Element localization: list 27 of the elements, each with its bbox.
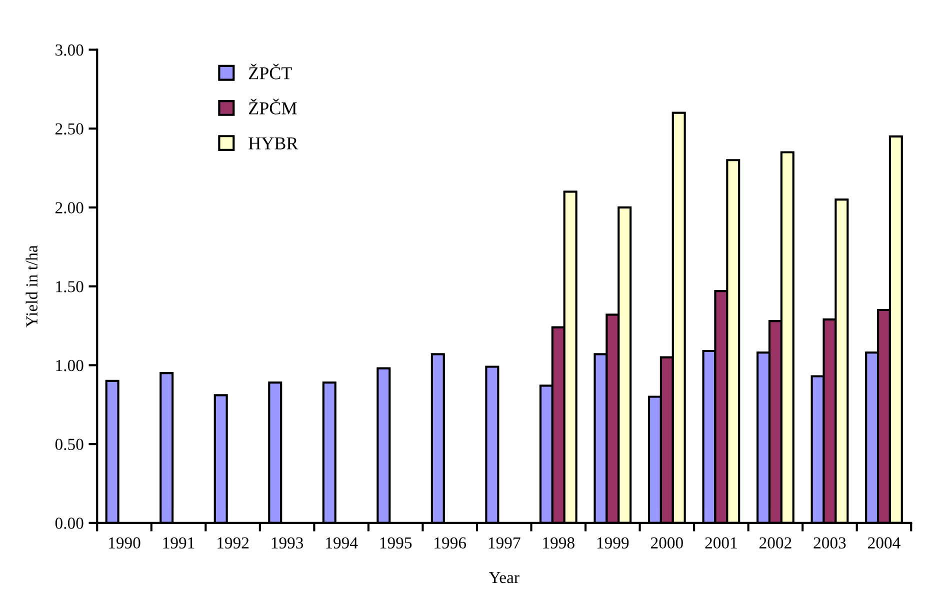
x-tick-label: 1999: [597, 537, 629, 549]
y-tick-label: 2.00: [55, 202, 84, 214]
x-tick-label: 1998: [543, 537, 574, 549]
y-axis-title: Yield in t/ha: [26, 245, 38, 328]
x-tick-label: 2004: [868, 537, 900, 549]
y-tick-label: 1.00: [56, 360, 84, 372]
x-tick-label: 1996: [434, 537, 466, 549]
x-tick-label: 1994: [326, 537, 358, 549]
y-tick-label: 1.50: [56, 281, 84, 292]
y-tick-label: 3.00: [56, 44, 84, 56]
y-tick-label: 0.00: [55, 518, 84, 529]
x-tick-label: 1991: [163, 537, 194, 549]
x-tick-label: 2001: [705, 537, 737, 549]
x-tick-label: 2000: [650, 537, 683, 549]
x-axis-title: Year: [488, 572, 520, 584]
x-tick-label: 1993: [272, 537, 304, 549]
y-tick-label: 0.50: [55, 438, 84, 450]
legend-label: ŽPČM: [248, 98, 297, 114]
x-tick-label: 2003: [814, 537, 846, 549]
y-tick-label: 2.50: [55, 123, 84, 135]
legend-label: HYBR: [248, 137, 298, 150]
x-tick-label: 1990: [109, 537, 140, 549]
x-tick-label: 1997: [488, 537, 520, 549]
x-tick-label: 2002: [760, 537, 792, 549]
legend-label: ŽPČT: [248, 64, 292, 80]
x-tick-label: 1992: [218, 537, 249, 549]
x-tick-label: 1995: [380, 537, 412, 549]
